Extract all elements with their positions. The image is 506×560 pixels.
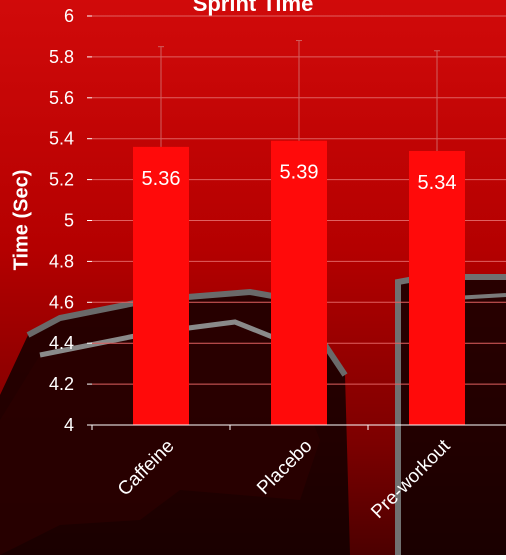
y-tick-label: 4.4 — [49, 333, 74, 353]
y-tick-label: 4.8 — [49, 251, 74, 271]
y-tick-label: 5.8 — [49, 47, 74, 67]
y-axis-ticks: 4 4.2 4.4 4.6 4.8 5 5.2 5.4 5.6 5.8 6 — [49, 6, 92, 435]
y-tick-label: 5 — [64, 211, 74, 231]
bars — [133, 140, 465, 425]
x-axis-ticks: Caffeine Placebo Pre-workout — [91, 425, 455, 523]
x-tick-label: Caffeine — [114, 436, 179, 501]
y-tick-label: 6 — [64, 6, 74, 26]
bar — [271, 140, 327, 425]
y-axis-label: Time (Sec) — [10, 169, 33, 271]
data-label: 5.34 — [418, 172, 457, 194]
data-label: 5.36 — [142, 168, 181, 190]
y-tick-label: 5.2 — [49, 170, 74, 190]
bar — [409, 150, 465, 425]
data-label: 5.39 — [280, 162, 319, 184]
y-tick-label: 5.4 — [49, 129, 74, 149]
y-tick-label: 5.6 — [49, 88, 74, 108]
y-tick-label: 4.2 — [49, 374, 74, 394]
x-tick-label: Placebo — [253, 436, 316, 499]
chart-title: Sprint Time — [192, 0, 314, 16]
y-tick-label: 4.6 — [49, 292, 74, 312]
bar — [133, 146, 189, 425]
y-tick-label: 4 — [64, 415, 74, 435]
error-bars — [158, 40, 440, 151]
data-labels: 5.36 5.39 5.34 — [142, 162, 457, 194]
x-tick-label: Pre-workout — [367, 435, 455, 523]
